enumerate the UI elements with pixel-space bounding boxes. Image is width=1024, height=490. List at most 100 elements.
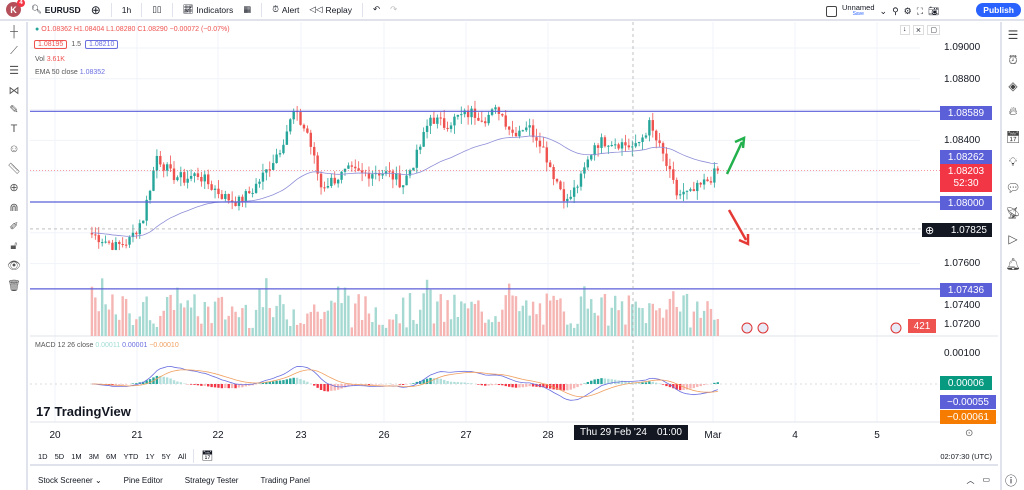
hotlist-icon[interactable]: 🔥︎ (1008, 103, 1018, 118)
layout-checkbox[interactable] (826, 5, 837, 17)
emoji-icon[interactable]: ☺ (8, 142, 20, 155)
maximize-icon[interactable]: ▢ (927, 25, 940, 35)
volume-bar (460, 301, 463, 336)
tab-pine-editor[interactable]: Pine Editor (123, 475, 163, 485)
volume-bar (453, 294, 456, 336)
sell-button[interactable]: 1.08195 (34, 40, 68, 49)
collapse-icon[interactable]: ⨯ (912, 25, 925, 35)
macd-histogram-bar (220, 384, 224, 389)
tab-strategy-tester[interactable]: Strategy Tester (184, 475, 239, 485)
bid-ask: 1.08195 1.5 1.08210 (34, 40, 119, 49)
alert-button[interactable]: ⏰︎ Alert (272, 4, 300, 15)
goto-date-icon[interactable]: 📅︎ (201, 450, 214, 462)
macd-histogram-bar (169, 378, 172, 384)
candle (172, 168, 176, 181)
candle (542, 146, 545, 148)
macd-histogram-bar (398, 384, 401, 385)
text-icon[interactable]: T (10, 123, 18, 136)
trend-line-icon[interactable]: ⟋ (10, 44, 18, 57)
streams-icon[interactable]: 📡︎ (1005, 206, 1021, 221)
chart-type-button[interactable]: ▯▯ (152, 4, 161, 15)
candle (569, 196, 572, 199)
lock-drawing-icon[interactable]: ✐ (9, 221, 19, 234)
brush-icon[interactable]: ✎ (9, 104, 19, 117)
macd-histogram-bar (326, 384, 330, 392)
volume-bar (572, 327, 576, 336)
volume-bar (220, 296, 224, 336)
candle (631, 146, 634, 148)
macd-histogram-bar (442, 379, 446, 384)
maximize-panel-icon[interactable]: ▭ (982, 474, 990, 484)
volume-bar (655, 310, 658, 336)
symbol-search-button[interactable]: 🔍︎ EURUSD (31, 4, 81, 15)
range-1y[interactable]: 1Y (145, 451, 155, 461)
axis-settings-icon[interactable]: ⊙ (965, 428, 974, 439)
layouts-button[interactable]: ▦ (243, 4, 251, 15)
camera-icon[interactable]: 📷︎ (928, 5, 940, 16)
pattern-icon[interactable]: ⋈ (8, 84, 20, 97)
alerts-icon[interactable]: ⏰︎ (1008, 52, 1018, 67)
interval-button[interactable]: 1h (121, 4, 132, 15)
redo-button[interactable]: ↷ (390, 4, 397, 15)
volume-bar (422, 293, 425, 336)
layout-name-button[interactable]: Unnamed Save (842, 3, 875, 17)
volume-bar (528, 315, 531, 336)
compare-symbol-button[interactable]: ⊕ (91, 3, 101, 17)
range-1d[interactable]: 1D (38, 451, 48, 461)
fib-icon[interactable]: ☰ (9, 65, 19, 78)
candle (446, 127, 449, 129)
chart-canvas[interactable]: 20 21 22 23 26 27 28 Mar 4 5 (30, 22, 998, 446)
candle (507, 126, 511, 130)
publish-button[interactable]: Publish (976, 3, 1021, 17)
volume-bar (419, 309, 422, 336)
crosshair-icon[interactable]: ┼ (10, 25, 18, 38)
macd-histogram-bar (142, 381, 145, 384)
volume-bar (442, 321, 446, 336)
notifications-icon[interactable]: 🔔︎ (1005, 257, 1021, 272)
layers-icon[interactable]: ◈ (1008, 78, 1018, 93)
macd-histogram-bar (535, 384, 538, 387)
lock-icon[interactable]: 🔓︎ (10, 239, 18, 252)
playback-icon[interactable]: ▷ (1008, 231, 1018, 246)
volume-bar (254, 309, 258, 336)
range-1m[interactable]: 1M (71, 451, 82, 461)
tab-trading-panel[interactable]: Trading Panel (260, 475, 310, 485)
replay-button[interactable]: ◁◁ Replay (309, 4, 352, 15)
trash-icon[interactable]: 🗑︎ (7, 279, 21, 292)
watchlist-icon[interactable]: ☰ (1007, 27, 1019, 42)
volume-bar (268, 308, 271, 336)
calendar-icon[interactable]: 📅︎ (1005, 129, 1021, 144)
candle (131, 232, 135, 238)
tab-stock-screener[interactable]: Stock Screener ⌄ (38, 475, 102, 485)
undo-button[interactable]: ↶ (373, 4, 380, 15)
chevron-down-icon[interactable]: ⌄ (879, 5, 888, 16)
volume-bar (124, 298, 128, 336)
settings-icon[interactable]: ⚙︎ (903, 5, 912, 16)
help-icon[interactable]: ⓘ (1005, 474, 1018, 488)
candle (248, 191, 251, 194)
add-plus-icon[interactable]: ⊕ (925, 224, 935, 237)
chevron-up-icon[interactable]: ︿ (966, 475, 975, 485)
candle (145, 199, 148, 221)
volume-bar (333, 302, 336, 336)
quick-search-icon[interactable]: ⚲ (892, 5, 899, 16)
arrow-down-icon[interactable]: ↓ (900, 25, 910, 35)
range-5y[interactable]: 5Y (161, 451, 171, 461)
chat-icon[interactable]: 💬︎ (1005, 180, 1021, 195)
clock[interactable]: 02:07:30 (UTC) (940, 451, 992, 461)
ruler-icon[interactable]: 📏︎ (7, 162, 21, 175)
ideas-icon[interactable]: 💡︎ (1008, 154, 1018, 169)
range-3m[interactable]: 3M (88, 451, 100, 461)
magnet-icon[interactable]: ⋒ (9, 201, 19, 214)
range-ytd[interactable]: YTD (123, 451, 139, 461)
zoom-icon[interactable]: ⊕ (9, 182, 19, 195)
fullscreen-icon[interactable]: ⛶ (916, 5, 924, 16)
eye-icon[interactable]: 👁︎ (7, 260, 21, 273)
range-5d[interactable]: 5D (54, 451, 65, 461)
range-6m[interactable]: 6M (106, 451, 117, 461)
candle (709, 181, 713, 183)
range-all[interactable]: All (177, 451, 187, 461)
buy-button[interactable]: 1.08210 (85, 40, 119, 49)
indicators-button[interactable]: 📈︎ Indicators (182, 4, 234, 15)
